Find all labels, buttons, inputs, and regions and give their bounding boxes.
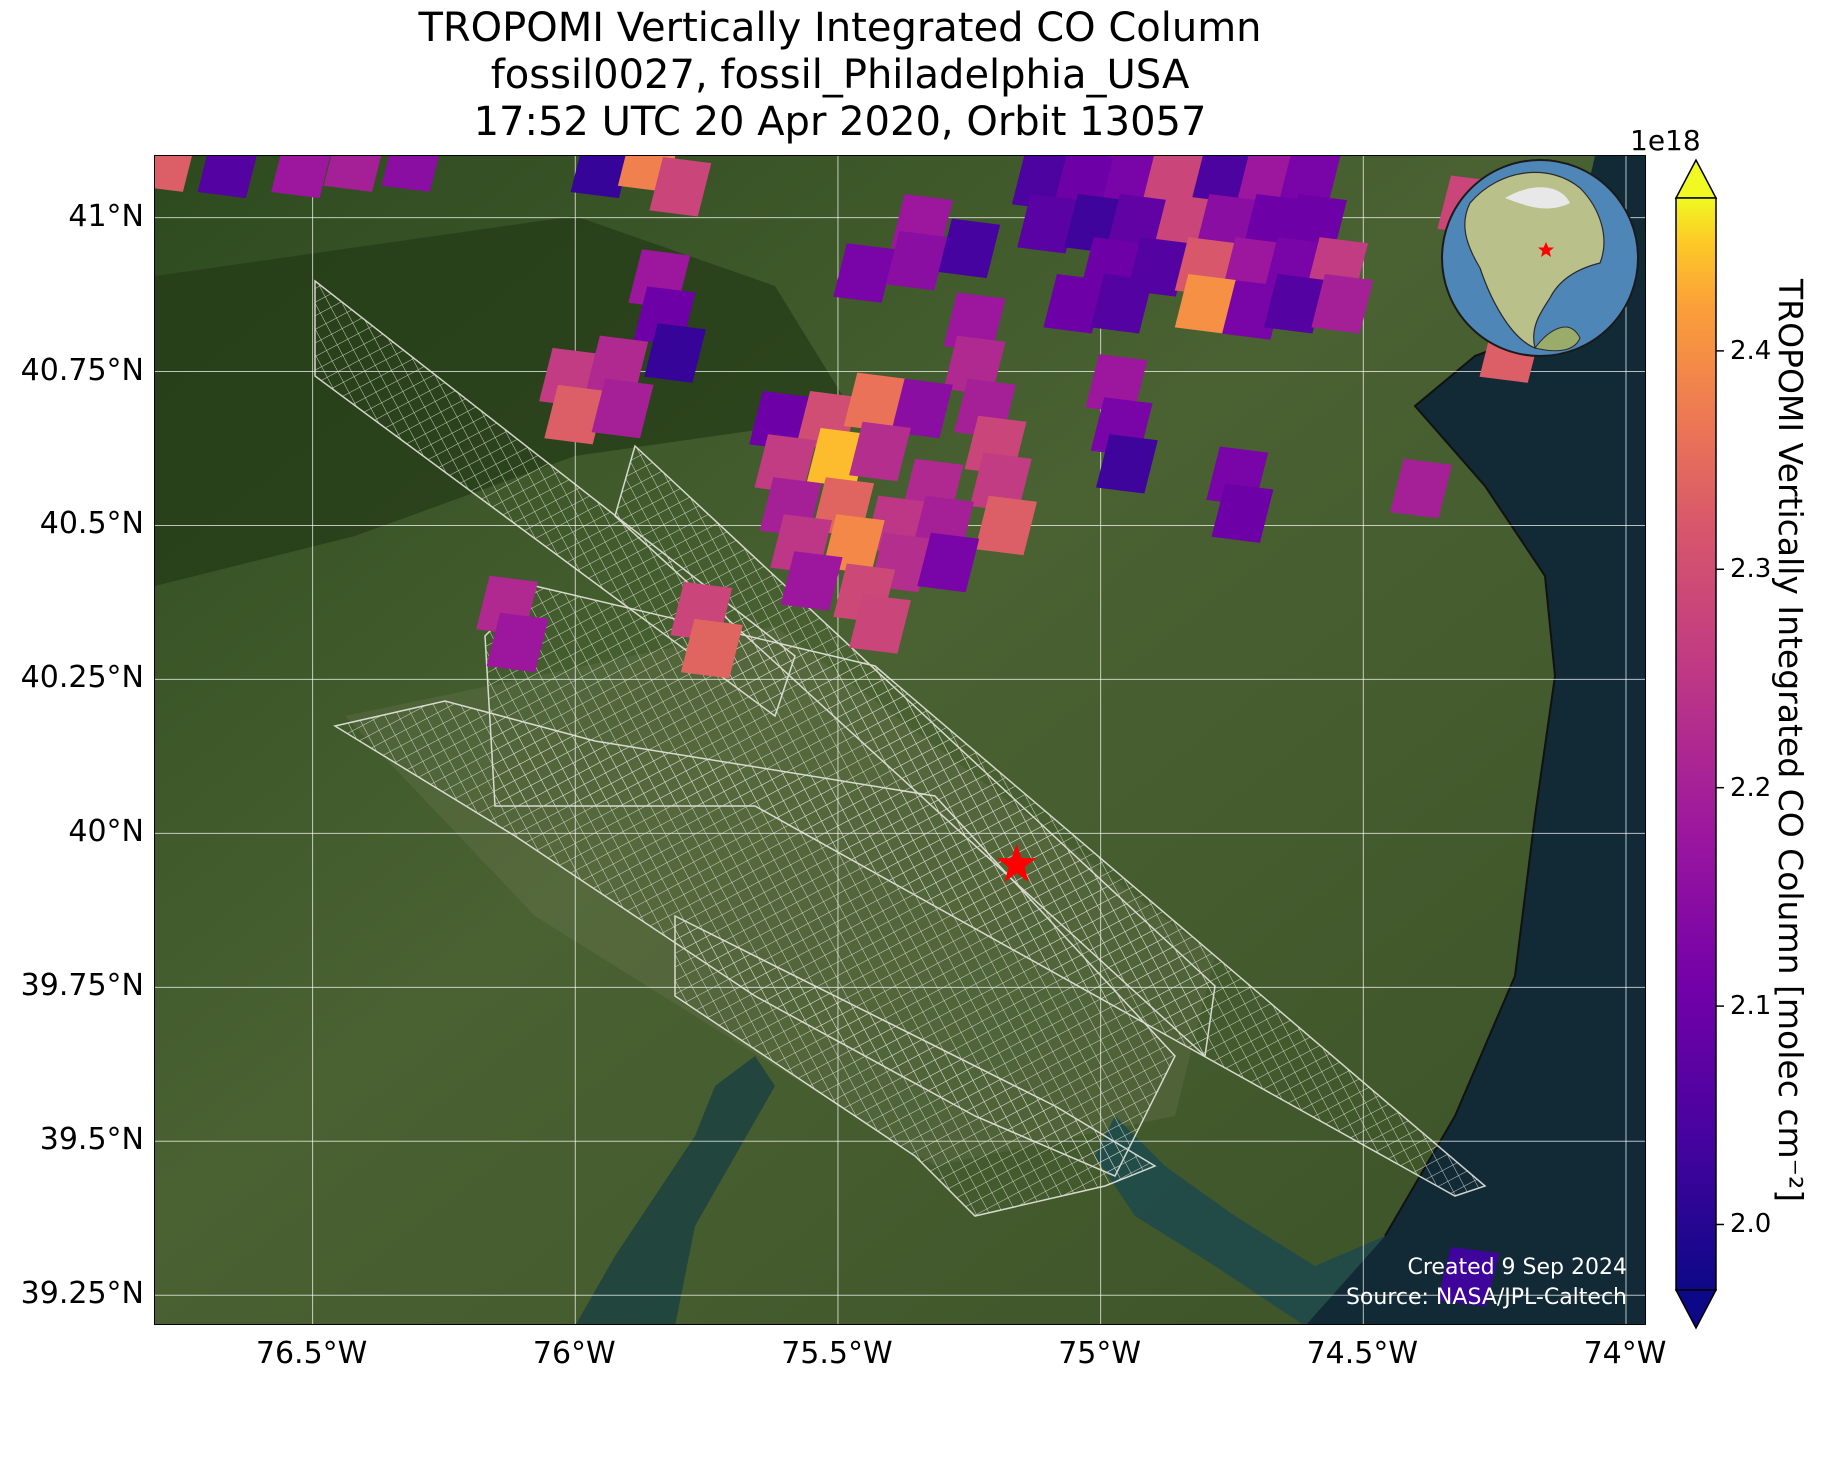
co-pixel [1096,434,1158,494]
colorbar-gradient [1675,197,1717,1291]
co-pixel [570,156,630,199]
co-pixel [586,335,649,396]
co-pixel [1190,156,1253,211]
co-pixel [644,323,706,383]
co-pixel [1279,156,1341,205]
longitude-tick-label: 75.5°W [781,1336,893,1371]
latitude-tick-label: 40.75°N [20,352,144,388]
co-pixel [271,156,331,199]
colorbar-tick-label: 2.3 [1730,554,1772,585]
coastline [1384,325,1557,1237]
longitude-tick-label: 75°W [1058,1336,1142,1371]
map-canvas [155,156,1645,1324]
co-pixel [1211,483,1274,543]
co-pixel [680,618,743,679]
co-pixel [1311,274,1374,334]
chesapeake-bay [576,1056,775,1324]
colorbar [1674,158,1724,1330]
longitude-tick-label: 74°W [1583,1336,1667,1371]
longitude-tick-label: 74.5°W [1306,1336,1419,1371]
co-pixel [885,230,948,291]
co-pixel [1174,274,1237,334]
co-pixel [544,384,607,445]
co-pixel [975,495,1037,556]
latitude-tick-label: 39.75°N [20,968,144,1004]
plot-title-line-2: fossil0027, fossil_Philadelphia_USA [490,52,1190,98]
colorbar-tick-label: 2.0 [1730,1209,1772,1240]
globe-location-star [1538,242,1554,257]
co-pixel [1085,354,1148,414]
map-panel: Created 9 Sep 2024 Source: NASA/JPL-Calt… [154,155,1646,1325]
co-pixel [969,452,1032,513]
globe-arctic [1505,187,1570,209]
co-pixel [754,434,817,494]
co-pixel [938,218,1001,279]
co-pixel [1143,156,1204,205]
source-credit: Source: NASA/JPL-Caltech [1345,1285,1627,1310]
co-pixel [1043,274,1106,334]
co-pixel [1437,1247,1500,1307]
co-pixel [381,156,439,192]
created-date: Created 9 Sep 2024 [1407,1255,1628,1280]
co-pixel [849,594,911,654]
latitude-tick-label: 40.5°N [39,506,144,542]
plot-title-line-3: 17:52 UTC 20 Apr 2020, Orbit 13057 [473,99,1207,145]
co-pixel [917,532,980,593]
co-pixel [833,243,896,303]
colorbar-tick-label: 2.2 [1730,772,1772,803]
co-pixel [197,156,257,199]
latitude-tick-label: 40°N [68,814,144,850]
inset-globe [1441,159,1639,357]
co-pixel [1017,194,1079,254]
co-pixel [780,551,843,611]
colorbar-label: TROPOMI Vertically Integrated CO Column … [1771,278,1810,1202]
colorbar-extend-min [1674,1289,1718,1330]
co-pixel [1390,458,1452,519]
co-pixel [591,378,654,439]
globe-north-america [1464,171,1605,349]
co-pixel [1053,156,1116,211]
swath-strip-5 [674,914,1157,1217]
co-pixel [843,372,906,433]
longitude-tick-label: 76°W [532,1336,616,1371]
latitude-tick-label: 39.5°N [39,1122,144,1158]
co-pixel [749,391,812,451]
plot-title-line-1: TROPOMI Vertically Integrated CO Column [418,5,1262,51]
colorbar-tick-label: 2.1 [1730,991,1772,1022]
co-pixel [323,156,382,192]
longitude-tick-label: 76.5°W [255,1336,368,1371]
tropomi-swath-grid [314,279,1487,1217]
co-pixel [1090,274,1153,334]
colorbar-extend-max [1674,158,1718,199]
co-pixel [155,156,192,192]
swath-strip-4 [333,700,1176,1177]
co-pixel [1264,274,1326,334]
delaware-bay [1095,1116,1385,1324]
latitude-tick-label: 40.25°N [20,660,144,696]
latitude-tick-label: 39.25°N [20,1276,144,1312]
colorbar-multiplier: 1e18 [1630,124,1701,157]
colorbar-tick-label: 2.4 [1730,335,1772,366]
colorbar-ticks [1716,350,1724,1226]
latitude-tick-label: 41°N [68,198,144,234]
globe-south-america [1534,326,1581,352]
co-pixel [891,378,953,439]
target-star-marker [996,844,1037,883]
co-pixel [486,612,549,673]
co-pixel [849,421,911,482]
co-pixel [649,157,712,217]
co-pixel [943,335,1006,396]
atlantic-ocean [1306,156,1645,1324]
